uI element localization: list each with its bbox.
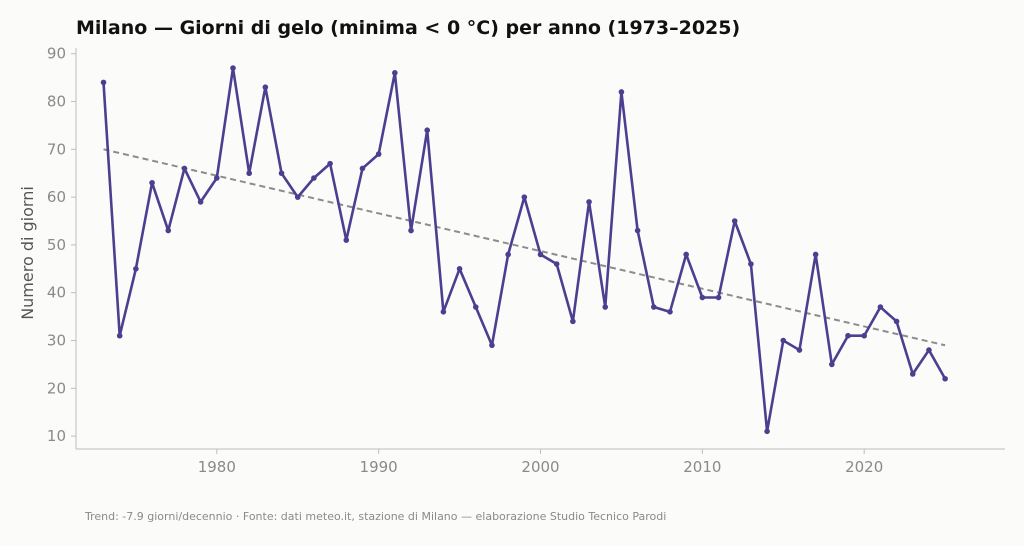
y-axis: 10 20 30 40 50 60 70 80 90 (47, 45, 77, 449)
data-point (683, 251, 689, 258)
y-tick-label: 30 (47, 332, 66, 350)
data-point (796, 347, 803, 353)
y-tick-label: 90 (47, 45, 66, 63)
y-tick-label: 80 (47, 93, 66, 111)
data-point (667, 309, 673, 315)
data-point (650, 304, 657, 310)
data-point (893, 318, 900, 325)
data-point (246, 170, 252, 177)
data-point (586, 199, 592, 205)
data-point (634, 227, 641, 234)
data-point (505, 251, 511, 258)
footnote: Trend: -7.9 giorni/decennio · Fonte: dat… (84, 510, 666, 523)
y-tick-label: 70 (47, 140, 66, 158)
x-tick-label: 2010 (683, 458, 721, 476)
data-point (343, 237, 350, 243)
data-point (392, 70, 398, 76)
data-point (715, 294, 722, 301)
data-point (424, 127, 431, 134)
data-point (472, 304, 479, 310)
data-point (829, 361, 835, 368)
y-tick-label: 40 (47, 284, 66, 302)
data-point (731, 218, 738, 224)
data-point (780, 337, 787, 344)
data-point (408, 227, 414, 234)
data-point (327, 160, 333, 167)
data-point (440, 309, 447, 315)
data-point (748, 261, 754, 267)
data-point (845, 332, 851, 339)
data-point (877, 304, 884, 310)
data-point (197, 199, 204, 205)
data-point (230, 65, 236, 71)
y-tick-label: 20 (47, 379, 66, 397)
data-point (181, 165, 188, 172)
data-point (618, 89, 625, 95)
x-tick-label: 2000 (521, 458, 559, 476)
data-point (699, 294, 706, 301)
data-point (359, 165, 366, 172)
x-tick-label: 1980 (198, 458, 236, 476)
y-tick-label: 10 (47, 427, 66, 445)
x-tick-label: 1990 (360, 458, 398, 476)
data-series (100, 65, 948, 435)
data-point (133, 266, 139, 272)
chart-title: Milano — Giorni di gelo (minima < 0 °C) … (76, 17, 740, 39)
data-point (812, 251, 819, 258)
x-axis: 1980 1990 2000 2010 2020 (76, 448, 1005, 476)
trend-line-path (103, 148, 946, 347)
data-point (100, 79, 107, 86)
data-point (537, 251, 544, 258)
y-axis-label: Numero di giorni (18, 186, 37, 320)
data-point (456, 266, 463, 272)
data-point (602, 304, 609, 310)
trend-line (103, 148, 946, 347)
data-point (926, 347, 932, 353)
data-point (489, 342, 495, 349)
data-point (375, 151, 382, 157)
data-point (294, 194, 301, 200)
data-point (311, 175, 317, 181)
data-point (942, 375, 948, 382)
data-point (553, 261, 560, 267)
data-point (521, 194, 528, 200)
data-point (570, 318, 576, 325)
x-tick-label: 2020 (845, 458, 883, 476)
data-point (214, 175, 220, 181)
data-point (278, 170, 285, 177)
data-point (262, 84, 269, 90)
series-line (102, 66, 947, 433)
data-point (764, 428, 770, 435)
data-point (116, 332, 123, 339)
data-point (909, 371, 916, 377)
y-tick-label: 50 (47, 236, 66, 254)
data-point (861, 332, 867, 339)
data-point (165, 227, 172, 234)
data-point (149, 179, 155, 186)
y-tick-label: 60 (47, 188, 66, 206)
